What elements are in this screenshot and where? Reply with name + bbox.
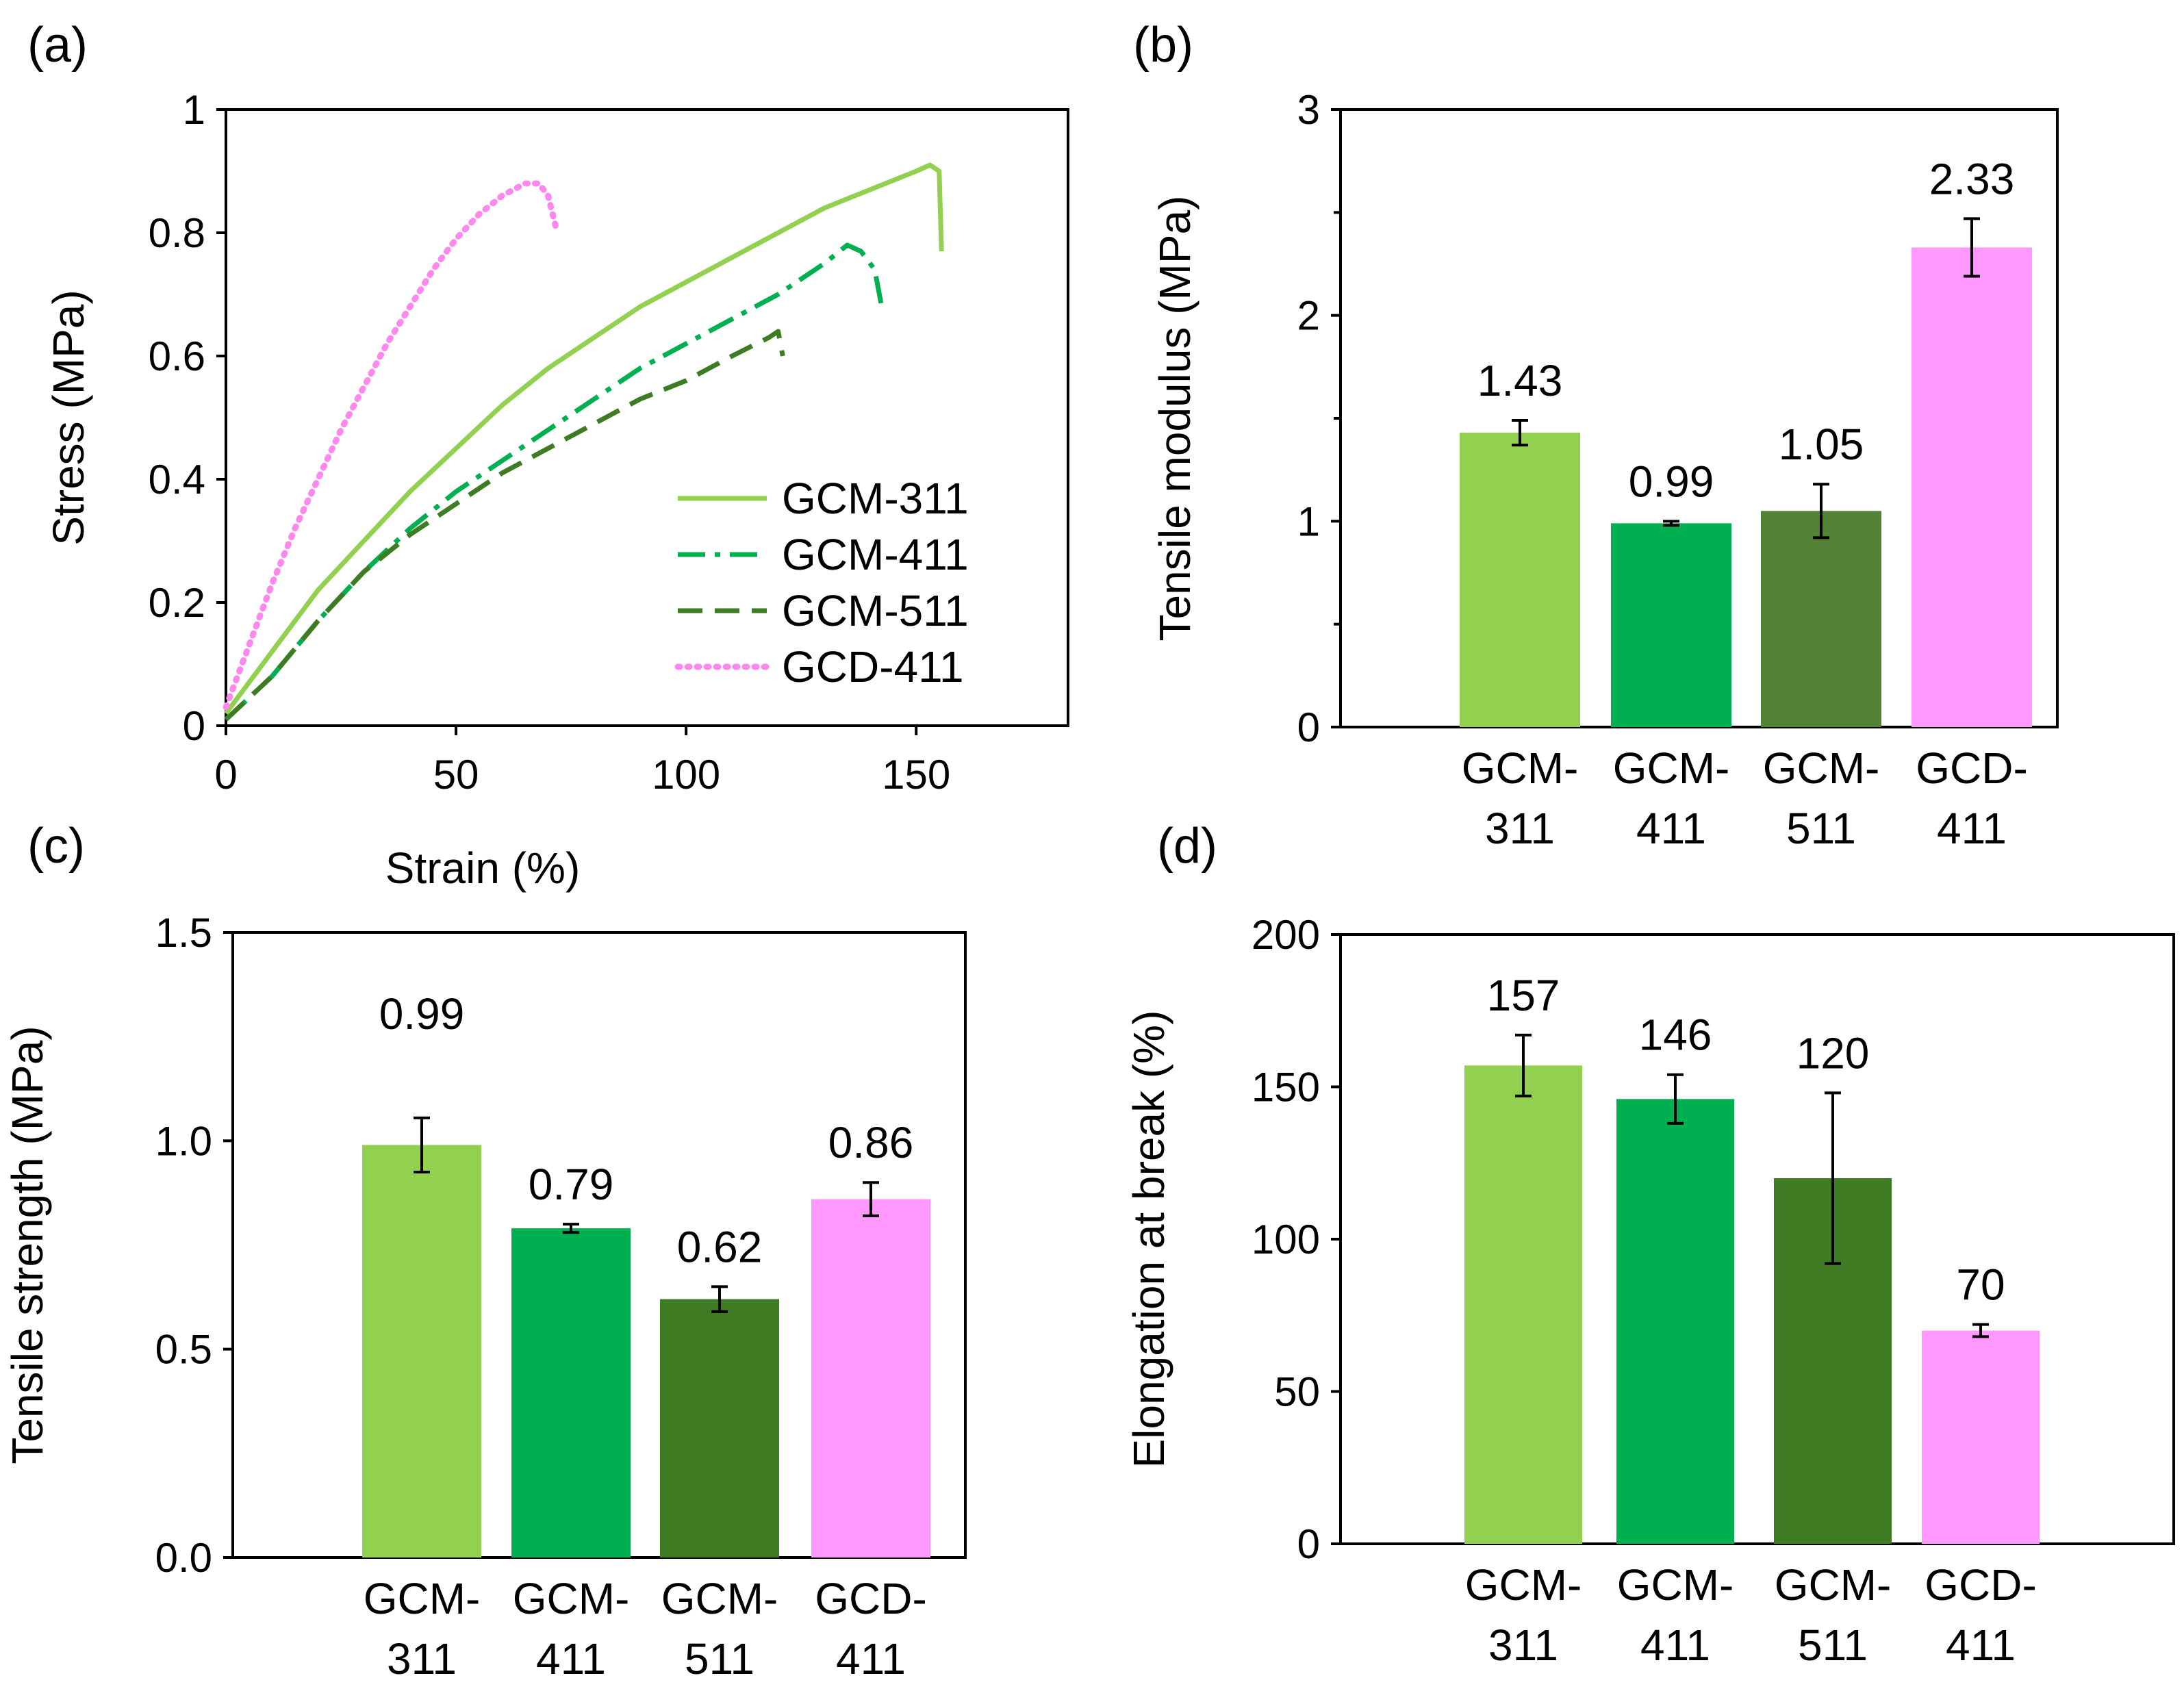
data-label: 1.43 — [1477, 356, 1563, 405]
panel-label: (c) — [27, 819, 85, 874]
category-label-line1: GCM- — [513, 1574, 630, 1623]
panel-a-stress-strain-chart: 0 0.2 0.4 0.6 0.8 1 0 50 100 150 Stress (MPa) Strai… — [27, 18, 1069, 893]
y-axis-title: Tensile strength (MPa) — [3, 1026, 52, 1464]
panel-b-tensile-modulus-chart: 0 1 2 3 Tensile modulus (MPa) (b) 1.43 GCM- 311 0… — [1133, 18, 2059, 853]
bar-gcm-511 — [660, 1299, 779, 1558]
y-axis-title: Tensile modulus (MPa) — [1150, 196, 1199, 641]
category-label-line1: GCD- — [1916, 743, 2028, 793]
legend-label: GCM-311 — [782, 474, 969, 523]
y-tick-label: 100 — [1252, 1217, 1320, 1262]
bar-gcm-311 — [1464, 1065, 1582, 1544]
data-label: 146 — [1639, 1010, 1712, 1060]
x-tick-label: 50 — [433, 752, 479, 798]
data-label: 2.33 — [1929, 154, 2015, 203]
data-label: 157 — [1487, 971, 1560, 1020]
category-label-line2: 411 — [1937, 804, 2007, 853]
y-tick-label: 3 — [1297, 87, 1320, 133]
y-tick-label: 0.5 — [155, 1327, 212, 1373]
x-tick-label: 150 — [882, 752, 950, 798]
y-tick-label: 0.6 — [149, 333, 205, 379]
category-label-line2: 411 — [1636, 804, 1706, 853]
category-label-line1: GCM- — [1775, 1560, 1892, 1610]
category-label-line1: GCM- — [1763, 743, 1880, 793]
x-axis-title: Strain (%) — [385, 843, 581, 893]
category-label-line1: GCM- — [1617, 1560, 1734, 1610]
y-axis-title: Stress (MPa) — [44, 290, 93, 545]
legend-label: GCD-411 — [782, 642, 964, 691]
y-tick-label: 1.0 — [155, 1118, 212, 1164]
x-tick-label: 0 — [214, 752, 237, 798]
y-tick-label: 150 — [1252, 1065, 1320, 1110]
y-tick-label: 0 — [1297, 1521, 1320, 1567]
category-label-line1: GCM- — [1613, 743, 1730, 793]
data-label: 0.79 — [529, 1160, 614, 1209]
category-label-line2: 511 — [1786, 804, 1856, 853]
y-tick-label: 0 — [1297, 704, 1320, 750]
data-label: 0.99 — [379, 989, 465, 1039]
panel-label: (a) — [27, 18, 88, 73]
data-label: 70 — [1956, 1260, 2005, 1310]
y-tick-label: 0.0 — [155, 1535, 212, 1581]
category-label-line1: GCM- — [364, 1574, 481, 1623]
category-label-line2: 411 — [836, 1634, 906, 1683]
plot-frame-a — [225, 108, 1069, 727]
category-label-line2: 411 — [1946, 1620, 2016, 1670]
category-label-line2: 311 — [1485, 804, 1555, 853]
legend-label: GCM-411 — [782, 530, 969, 579]
bar-gcm-311 — [1460, 433, 1580, 727]
bar-gcm-411 — [511, 1228, 631, 1558]
y-axis-title: Elongation at break (%) — [1124, 1010, 1173, 1468]
series-line-gcm-311 — [224, 162, 944, 715]
category-label-line2: 411 — [1640, 1620, 1710, 1670]
bar-gcm-311 — [362, 1145, 481, 1558]
data-label: 1.05 — [1779, 420, 1864, 469]
legend-label: GCM-511 — [782, 586, 969, 635]
category-label-line2: 511 — [685, 1634, 754, 1683]
bar-gcm-411 — [1611, 523, 1731, 727]
category-label-line2: 311 — [387, 1634, 457, 1683]
data-label: 120 — [1796, 1028, 1870, 1078]
data-label: 0.99 — [1629, 457, 1714, 506]
panel-label: (b) — [1133, 18, 1193, 73]
y-tick-label: 1 — [183, 87, 205, 133]
bar-gcm-511 — [1761, 511, 1881, 727]
y-tick-label: 0 — [183, 703, 205, 749]
series-line-gcm-511 — [224, 329, 785, 722]
panel-d-elongation-chart: 0 50 100 150 200 Elongation at break (%) (d) 15… — [1124, 819, 2175, 1670]
y-tick-label: 0.2 — [149, 580, 205, 626]
y-tick-label: 200 — [1252, 912, 1320, 958]
data-label: 0.62 — [677, 1222, 763, 1271]
category-label-line1: GCD- — [1925, 1560, 2037, 1610]
bar-gcm-411 — [1616, 1099, 1734, 1544]
category-label-line1: GCM- — [1462, 743, 1579, 793]
data-label: 0.86 — [828, 1118, 914, 1167]
y-tick-label: 1.5 — [155, 910, 212, 956]
y-tick-label: 50 — [1274, 1369, 1320, 1415]
category-label-line1: GCM- — [1465, 1560, 1582, 1610]
panel-c-tensile-strength-chart: 0.0 0.5 1.0 1.5 Tensile strength (MPa) (c) 0.9… — [3, 819, 967, 1683]
y-tick-label: 1 — [1297, 498, 1320, 544]
y-tick-label: 0.8 — [149, 210, 205, 256]
category-label-line2: 411 — [536, 1634, 606, 1683]
panel-label: (d) — [1157, 819, 1217, 874]
category-label-line2: 511 — [1798, 1620, 1868, 1670]
series-line-gcm-411 — [224, 242, 885, 722]
bar-gcd-411 — [1922, 1330, 2040, 1544]
bar-gcd-411 — [1912, 247, 2032, 727]
category-label-line1: GCM- — [661, 1574, 778, 1623]
x-tick-label: 100 — [652, 752, 720, 798]
series-line-gcd-411 — [223, 180, 561, 711]
category-label-line2: 311 — [1488, 1620, 1558, 1670]
y-tick-label: 2 — [1297, 293, 1320, 339]
bar-gcd-411 — [811, 1199, 930, 1558]
y-tick-label: 0.4 — [149, 457, 205, 503]
category-label-line1: GCD- — [815, 1574, 927, 1623]
